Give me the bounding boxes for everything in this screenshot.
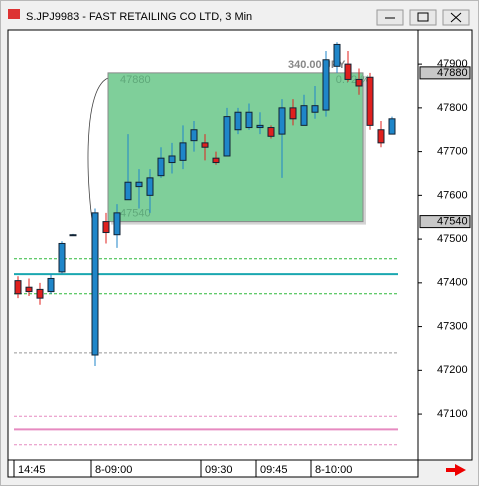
price-marker	[419, 215, 471, 229]
candle-body	[124, 181, 132, 201]
y-tick-label: 47200	[437, 364, 468, 376]
candle-body	[135, 181, 143, 188]
x-tick-label: 8-09:00	[95, 464, 132, 476]
y-tick-label: 47700	[437, 146, 468, 158]
x-tick-label: 09:45	[260, 464, 288, 476]
scroll-arrow[interactable]	[446, 464, 466, 476]
y-tick-label: 47400	[437, 277, 468, 289]
candle-body	[366, 76, 374, 126]
candle-body	[355, 78, 363, 87]
price-marker	[419, 66, 471, 80]
x-tick-label: 14:45	[18, 464, 46, 476]
measure-top-label: 47880	[120, 74, 151, 86]
candle-body	[179, 142, 187, 161]
candle-body	[69, 234, 77, 237]
candle-body	[245, 111, 253, 129]
measure-percent: 0.72 %	[336, 74, 370, 86]
candle-body	[201, 142, 209, 148]
candle-body	[388, 118, 396, 135]
candle-body	[234, 111, 242, 131]
restore-button[interactable]	[409, 9, 437, 26]
price-marker-label: 47540	[437, 216, 468, 228]
y-tick-label: 47800	[437, 102, 468, 114]
window-buttons[interactable]	[376, 9, 470, 26]
candle-body	[58, 242, 66, 273]
candle-body	[333, 43, 341, 67]
candle-body	[47, 277, 55, 293]
candle-body	[300, 105, 308, 126]
candle-body	[146, 177, 154, 196]
candle-body	[267, 127, 275, 137]
candle-body	[223, 116, 231, 157]
chart-layer: 47100 47200 47300 47400 47500 47600 47700 47800…	[13, 42, 471, 477]
candle-body	[311, 105, 319, 113]
candle-body	[344, 63, 352, 80]
candle-body	[36, 288, 44, 299]
price-marker-label: 47880	[437, 67, 468, 79]
x-axis-area	[7, 459, 419, 478]
measure-bottom-label: 47540	[120, 208, 151, 220]
chart-title: S.JPJ9983 - FAST RETAILING CO LTD, 3 Min	[26, 11, 252, 23]
candle-body	[377, 129, 385, 144]
candle-body	[289, 107, 297, 120]
candle-body	[14, 280, 22, 295]
x-tick-label: 8-10:00	[315, 464, 352, 476]
y-axis-area	[417, 29, 473, 461]
candle-body	[322, 59, 330, 111]
candle-body	[256, 124, 264, 129]
candle-body	[113, 212, 121, 236]
candle-body	[278, 107, 286, 135]
close-icon	[450, 12, 462, 23]
y-tick-label: 47500	[437, 233, 468, 245]
candle-body	[102, 221, 110, 234]
y-tick-label: 47100	[437, 408, 468, 420]
candle-body	[168, 155, 176, 164]
y-tick-label: 47600	[437, 189, 468, 201]
x-tick-label: 09:30	[205, 464, 233, 476]
candle-body	[212, 157, 220, 164]
candle-body	[91, 212, 99, 356]
restore-icon	[417, 12, 429, 22]
candle-body	[190, 129, 198, 142]
measure-change: 340.00 JPY	[288, 59, 346, 71]
y-tick-label: 47300	[437, 320, 468, 332]
window-icon	[8, 9, 20, 19]
candle-body	[157, 157, 165, 177]
candle-body	[25, 286, 33, 293]
